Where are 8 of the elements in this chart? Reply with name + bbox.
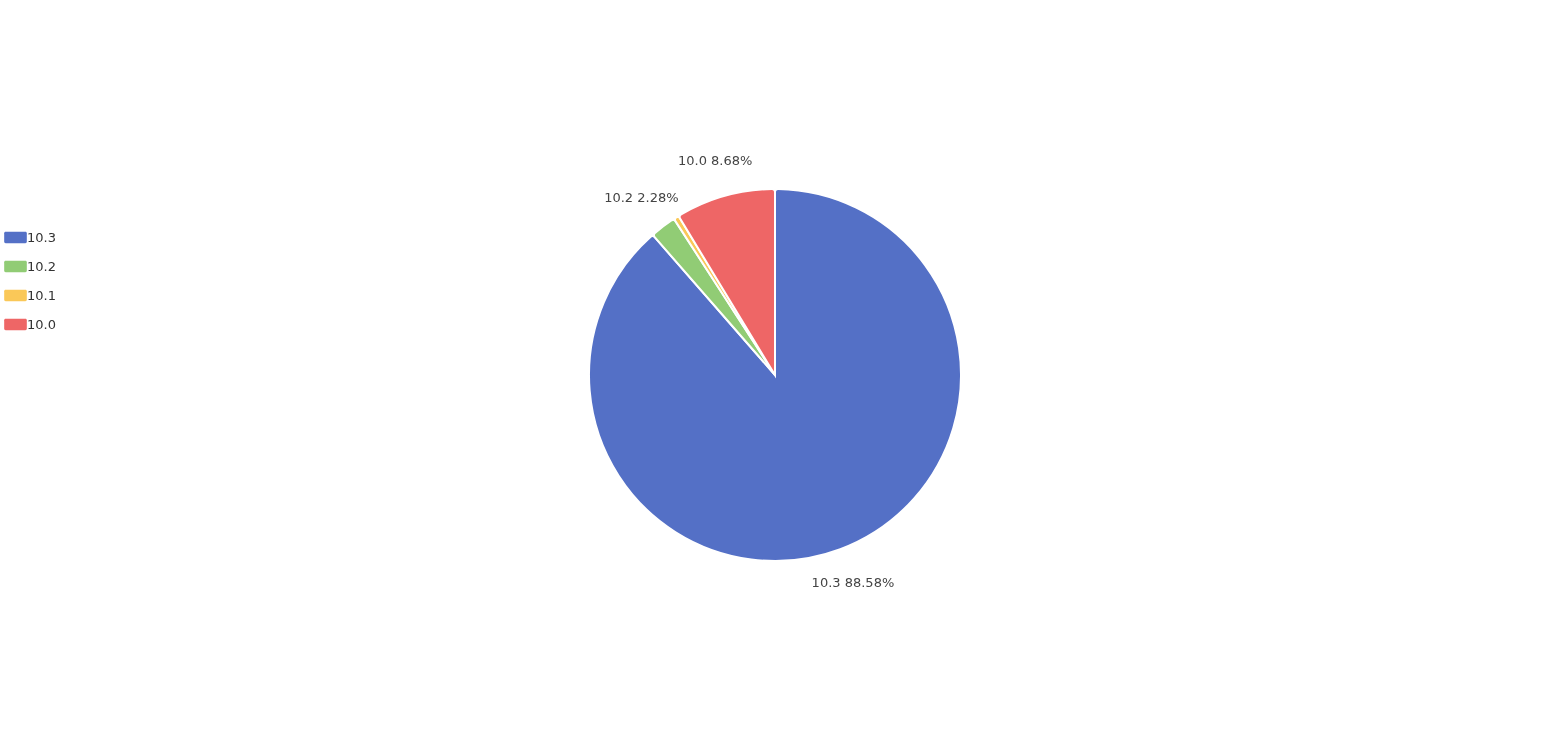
data-label: 10.3 88.58% bbox=[811, 574, 895, 590]
legend-label: 10.2 bbox=[27, 258, 56, 274]
legend-label: 10.1 bbox=[27, 287, 56, 303]
data-label: 10.2 2.28% bbox=[604, 189, 679, 205]
legend-label: 10.0 bbox=[27, 316, 56, 332]
pie-slice bbox=[588, 188, 962, 562]
data-label: 10.0 8.68% bbox=[678, 153, 753, 169]
legend-label: 10.3 bbox=[27, 229, 56, 245]
